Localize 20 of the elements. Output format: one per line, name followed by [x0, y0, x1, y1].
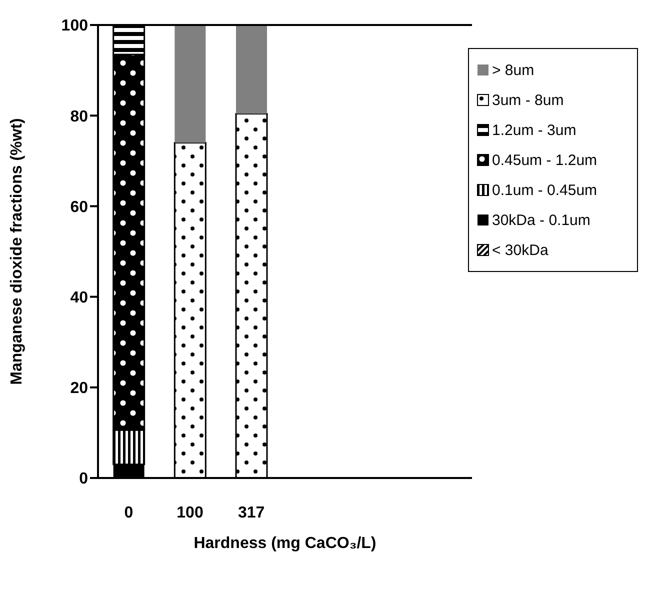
- y-tick-label: 40: [70, 289, 88, 306]
- x-tick-label: 317: [238, 504, 265, 522]
- y-axis-title: Manganese dioxide fractions (%wt): [8, 118, 26, 385]
- legend-label: > 8um: [492, 62, 534, 78]
- y-tick-label: 0: [79, 470, 88, 488]
- legend-label: 0.45um - 1.2um: [492, 152, 598, 168]
- legend-label: 0.1um - 0.45um: [492, 182, 598, 198]
- legend-label: 3um - 8um: [492, 92, 564, 108]
- y-tick-label: 60: [70, 198, 88, 216]
- x-tick-label: 0: [124, 504, 134, 522]
- legend-label: < 30kDa: [492, 242, 548, 258]
- y-tick-label: 100: [61, 18, 88, 35]
- bar: [236, 25, 267, 114]
- legend-label: 30kDa - 0.1um: [492, 212, 590, 228]
- bar: [174, 25, 206, 143]
- y-tick-label: 20: [70, 380, 88, 398]
- legend-label: 1.2um - 3um: [492, 122, 576, 138]
- x-tick-label: 100: [176, 504, 204, 522]
- y-tick-label: 80: [70, 108, 88, 126]
- x-axis-title: Hardness (mg CaCO₃/L): [194, 535, 376, 552]
